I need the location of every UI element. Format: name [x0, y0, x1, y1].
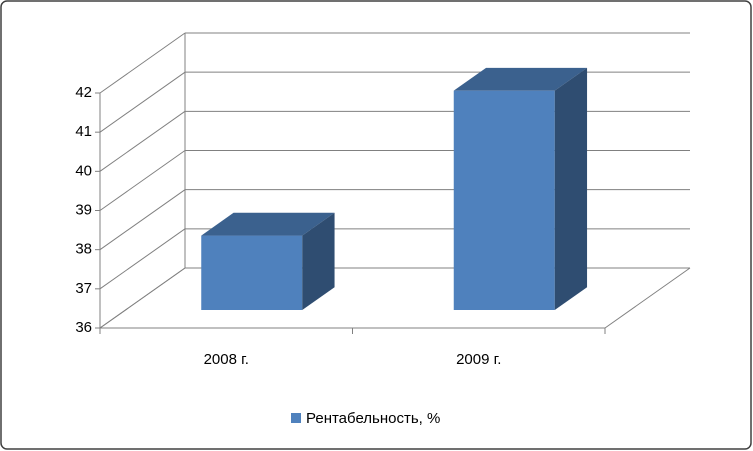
bar-front	[201, 235, 303, 310]
grid-line	[99, 110, 186, 172]
bar-side	[554, 67, 588, 310]
x-tick-label: 2009 г.	[456, 351, 501, 368]
bar-top	[453, 67, 588, 91]
y-tick-label: 36	[75, 319, 92, 336]
y-tick-label: 40	[75, 162, 92, 179]
grid-line	[99, 32, 186, 94]
grid-line	[99, 228, 186, 290]
y-tick-label: 39	[75, 201, 92, 218]
bar-top	[201, 212, 335, 236]
grid-line	[99, 71, 186, 133]
floor-edge	[604, 267, 691, 329]
grid-line	[99, 189, 186, 251]
y-tick-label: 41	[75, 123, 92, 140]
grid-line	[99, 150, 186, 211]
y-tick-label: 38	[75, 241, 92, 258]
x-tick-label: 2008 г.	[204, 351, 249, 368]
bar-front	[453, 90, 555, 311]
bar-side	[302, 212, 335, 310]
y-tick-label: 42	[75, 84, 92, 101]
y-tick-label: 37	[75, 280, 92, 297]
grid-line	[99, 267, 186, 329]
legend-label: Рентабельность, %	[306, 410, 440, 427]
legend-swatch	[291, 413, 301, 423]
